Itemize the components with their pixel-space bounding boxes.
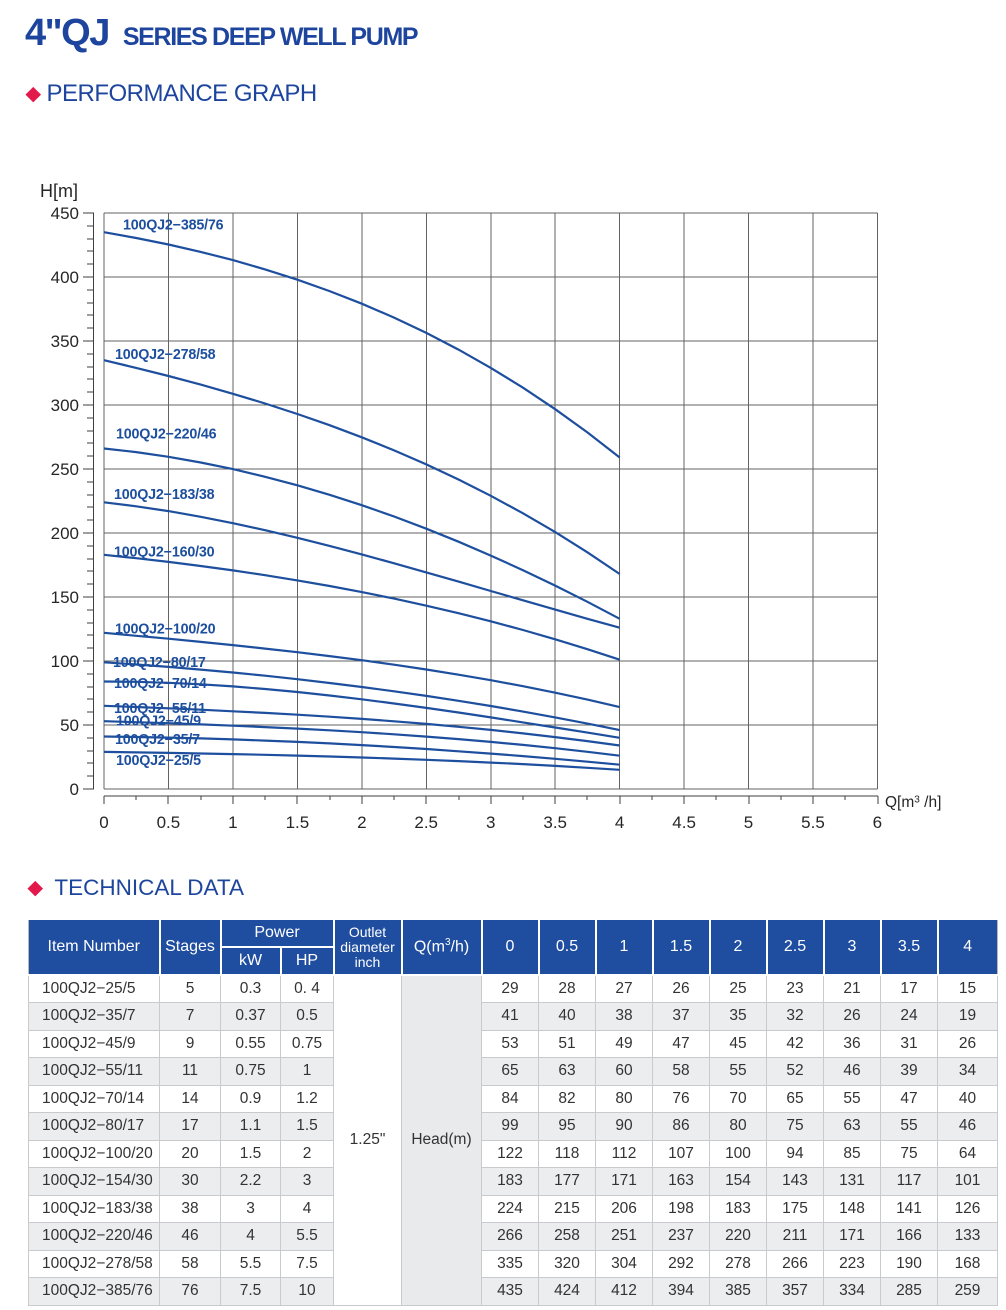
svg-text:100QJ2−278/58: 100QJ2−278/58 — [115, 347, 216, 363]
svg-text:100QJ2−55/11: 100QJ2−55/11 — [114, 701, 206, 717]
svg-text:400: 400 — [51, 268, 79, 287]
svg-text:3: 3 — [486, 813, 495, 832]
svg-text:100QJ2−70/14: 100QJ2−70/14 — [114, 676, 207, 692]
svg-text:100: 100 — [51, 652, 79, 671]
svg-text:100QJ2−45/9: 100QJ2−45/9 — [116, 714, 201, 730]
svg-text:2.5: 2.5 — [414, 813, 438, 832]
svg-text:1: 1 — [228, 813, 237, 832]
svg-text:100QJ2−35/7: 100QJ2−35/7 — [115, 732, 200, 748]
svg-text:100QJ2−385/76: 100QJ2−385/76 — [123, 218, 224, 234]
svg-text:2: 2 — [357, 813, 366, 832]
svg-text:300: 300 — [51, 396, 79, 415]
svg-text:50: 50 — [60, 716, 79, 735]
svg-text:350: 350 — [51, 332, 79, 351]
svg-text:450: 450 — [51, 204, 79, 223]
svg-text:5.5: 5.5 — [801, 813, 825, 832]
svg-text:100QJ2−220/46: 100QJ2−220/46 — [116, 427, 217, 443]
svg-text:0: 0 — [99, 813, 108, 832]
svg-text:1.5: 1.5 — [286, 813, 310, 832]
svg-text:200: 200 — [51, 524, 79, 543]
svg-text:6: 6 — [873, 813, 882, 832]
svg-text:4.5: 4.5 — [672, 813, 696, 832]
svg-text:100QJ2−100/20: 100QJ2−100/20 — [115, 622, 216, 638]
svg-text:100QJ2−80/17: 100QJ2−80/17 — [113, 655, 206, 671]
svg-text:5: 5 — [744, 813, 753, 832]
svg-text:100QJ2−25/5: 100QJ2−25/5 — [116, 753, 201, 769]
svg-text:3.5: 3.5 — [543, 813, 567, 832]
svg-text:4: 4 — [615, 813, 624, 832]
svg-text:H[m]: H[m] — [40, 181, 78, 201]
svg-text:0.5: 0.5 — [157, 813, 181, 832]
svg-text:100QJ2−160/30: 100QJ2−160/30 — [114, 545, 215, 561]
svg-text:0: 0 — [70, 780, 79, 799]
svg-text:150: 150 — [51, 588, 79, 607]
svg-text:250: 250 — [51, 460, 79, 479]
svg-text:Q[m3 /h]: Q[m3 /h] — [885, 794, 941, 811]
svg-text:100QJ2−183/38: 100QJ2−183/38 — [114, 487, 215, 503]
